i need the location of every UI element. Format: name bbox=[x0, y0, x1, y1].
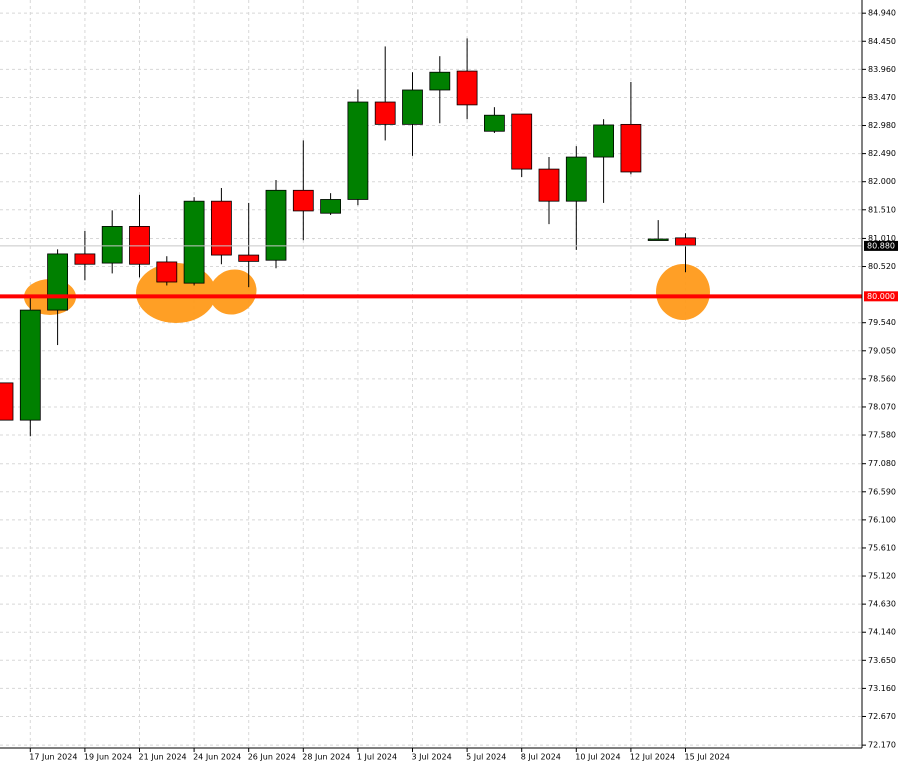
y-tick-label: 78.560 bbox=[868, 374, 896, 383]
y-tick-label: 83.470 bbox=[868, 93, 896, 102]
candle-body bbox=[565, 156, 587, 202]
candle-body bbox=[538, 168, 560, 202]
candle-body bbox=[183, 200, 205, 284]
x-tick-label: 19 Jun 2024 bbox=[84, 753, 132, 762]
candle-body bbox=[374, 101, 396, 125]
y-tick-label: 77.080 bbox=[868, 459, 896, 468]
price-label-box bbox=[864, 240, 898, 251]
x-tick-label: 26 Jun 2024 bbox=[248, 753, 296, 762]
highlight bbox=[209, 269, 257, 315]
x-tick-label: 3 Jul 2024 bbox=[412, 753, 452, 762]
y-tick-label: 74.630 bbox=[868, 600, 896, 609]
candle-body bbox=[101, 226, 123, 264]
y-tick-label: 73.160 bbox=[868, 684, 896, 693]
highlight bbox=[656, 264, 710, 320]
candle-body bbox=[210, 200, 232, 256]
labels: 84.940 84.450 83.960 83.470 82.980 82.490 82.0… bbox=[29, 9, 898, 762]
candle-body bbox=[19, 309, 41, 421]
candle-body bbox=[402, 89, 423, 125]
y-tick-label: 77.580 bbox=[868, 431, 896, 440]
x-tick-label: 28 Jun 2024 bbox=[302, 753, 350, 762]
price-label: 80.880 bbox=[867, 241, 895, 250]
y-tick-label: 81.010 bbox=[868, 234, 896, 243]
x-tick-label: 15 Jul 2024 bbox=[685, 753, 730, 762]
y-tick-label: 82.490 bbox=[868, 149, 896, 158]
y-tick-label: 79.540 bbox=[868, 318, 896, 327]
y-tick-label: 75.120 bbox=[868, 572, 896, 581]
candle-body bbox=[456, 70, 478, 106]
candle-body bbox=[593, 124, 614, 158]
candle-body bbox=[265, 189, 287, 261]
y-tick-label: 72.670 bbox=[868, 712, 896, 721]
y-tick-label: 80.520 bbox=[868, 262, 896, 271]
y-tick-label: 81.510 bbox=[868, 205, 896, 214]
level-label: 80.000 bbox=[867, 292, 895, 301]
y-tick-label: 74.140 bbox=[868, 628, 896, 637]
candle-body bbox=[292, 189, 314, 212]
y-tick-label: 76.590 bbox=[868, 487, 896, 496]
candle-body bbox=[238, 254, 260, 262]
y-tick-label: 75.610 bbox=[868, 543, 896, 552]
x-tick-label: 5 Jul 2024 bbox=[466, 753, 506, 762]
candle-body bbox=[320, 199, 342, 214]
candle-body bbox=[74, 253, 96, 265]
y-tick-label: 82.980 bbox=[868, 121, 896, 130]
x-tick-label: 17 Jun 2024 bbox=[29, 753, 77, 762]
candle-body bbox=[156, 261, 178, 283]
candle-body bbox=[620, 123, 642, 173]
y-tick-label: 79.050 bbox=[868, 346, 896, 355]
y-tick-label: 84.450 bbox=[868, 37, 896, 46]
x-tick-label: 21 Jun 2024 bbox=[139, 753, 187, 762]
candle-body bbox=[675, 237, 696, 246]
y-tick-label: 76.100 bbox=[868, 515, 896, 524]
y-tick-label: 83.960 bbox=[868, 65, 896, 74]
candles bbox=[0, 38, 862, 437]
y-tick-label: 73.650 bbox=[868, 656, 896, 665]
y-tick-label: 72.170 bbox=[868, 741, 896, 750]
x-tick-label: 24 Jun 2024 bbox=[193, 753, 241, 762]
grid bbox=[0, 0, 862, 748]
candle-body bbox=[0, 382, 14, 421]
y-tick-label: 82.000 bbox=[868, 177, 896, 186]
candle-body bbox=[47, 253, 68, 311]
x-tick-label: 12 Jul 2024 bbox=[630, 753, 675, 762]
level-label-box bbox=[864, 291, 898, 302]
candle-body bbox=[429, 71, 451, 91]
candle-body bbox=[511, 113, 533, 170]
candle-body bbox=[347, 101, 369, 200]
candle-body bbox=[647, 238, 669, 241]
y-tick-label: 78.070 bbox=[868, 402, 896, 411]
x-tick-label: 8 Jul 2024 bbox=[521, 753, 561, 762]
candle-body bbox=[483, 114, 505, 132]
candle-body bbox=[129, 226, 150, 265]
y-tick-label: 84.940 bbox=[868, 9, 896, 18]
x-tick-label: 10 Jul 2024 bbox=[575, 753, 620, 762]
x-tick-label: 1 Jul 2024 bbox=[357, 753, 397, 762]
